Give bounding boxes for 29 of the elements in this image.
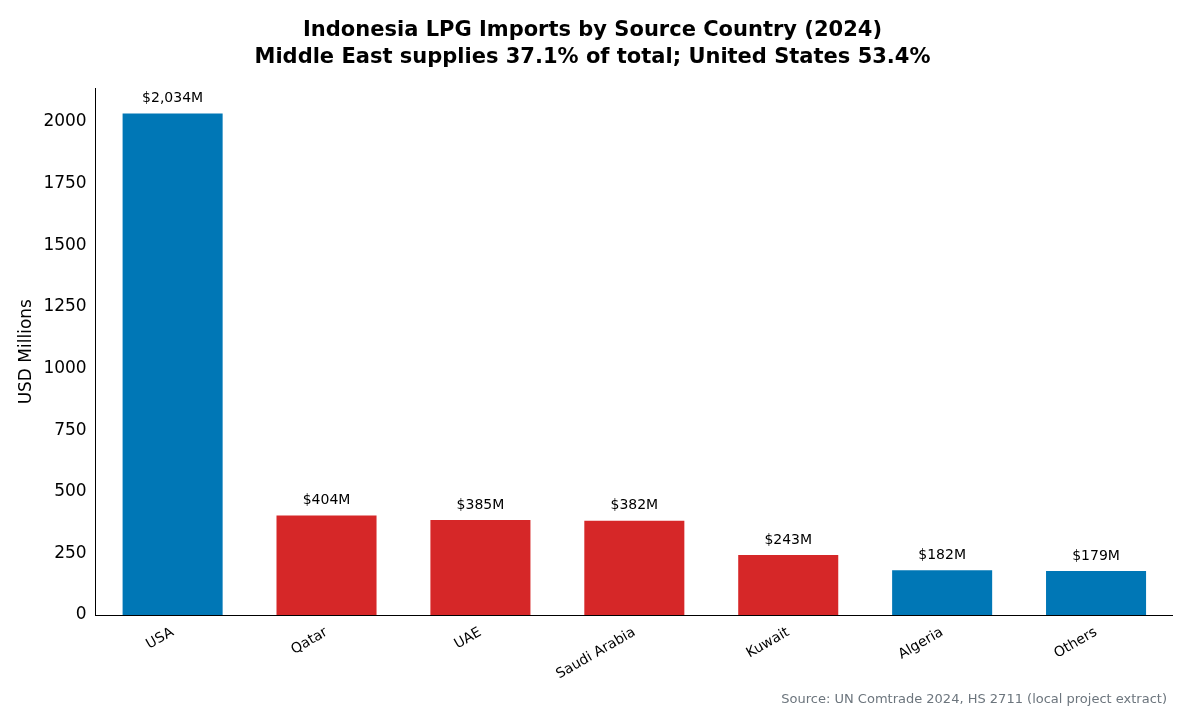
bar <box>892 570 993 616</box>
x-tick-label: USA <box>142 622 177 652</box>
data-label: $385M <box>456 495 505 512</box>
data-label: $2,034M <box>142 89 204 106</box>
x-tick-label: UAE <box>450 623 484 652</box>
y-tick-label: 0 <box>75 603 87 624</box>
y-tick-label: 2000 <box>43 110 87 131</box>
y-tick-label: 250 <box>54 541 87 562</box>
bar <box>738 555 839 616</box>
data-label: $243M <box>764 530 813 547</box>
data-label: $179M <box>1072 546 1120 563</box>
y-tick-label: 1750 <box>43 171 87 192</box>
chart-subtitle: Middle East supplies 37.1% of total; United States 53.4% <box>254 44 931 69</box>
bar <box>584 520 685 616</box>
data-label: $404M <box>302 491 351 508</box>
y-tick-label: 1500 <box>43 233 87 254</box>
data-label: $182M <box>918 545 966 562</box>
bar <box>1046 570 1147 616</box>
y-tick-label: 500 <box>54 480 87 501</box>
y-tick-label: 1000 <box>43 356 87 377</box>
y-tick-label: 1250 <box>43 295 87 316</box>
y-axis-title: USD Millions <box>14 298 35 405</box>
data-label: $382M <box>610 496 659 513</box>
y-tick-label: 750 <box>54 418 87 439</box>
bar <box>276 515 377 616</box>
bar <box>122 113 223 616</box>
source-note: Source: UN Comtrade 2024, HS 2711 (local project extract) <box>781 690 1167 706</box>
chart-title: Indonesia LPG Imports by Source Country (2024) <box>303 17 882 42</box>
bar <box>430 520 531 616</box>
